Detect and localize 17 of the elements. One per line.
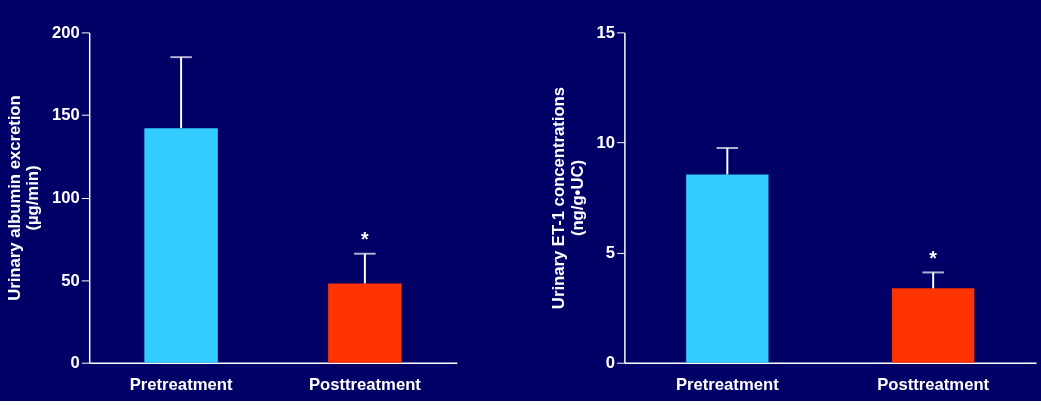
x-tick-label: Pretreatment — [675, 374, 780, 394]
y-tick-label: 0 — [605, 353, 616, 373]
y-tick-label: 50 — [61, 270, 80, 290]
y-axis-title: Urinary ET-1 concentrations (ng/g•UC) — [549, 86, 587, 310]
annotation: * — [361, 227, 370, 250]
y-tick-label: 10 — [596, 132, 616, 152]
x-tick-label: Posttreatment — [877, 374, 990, 394]
x-tick-label: Pretreatment — [129, 374, 233, 394]
y-tick-label: 100 — [52, 187, 80, 207]
y-tick-label: 5 — [605, 243, 616, 263]
x-tick-label: Posttreatment — [308, 374, 422, 394]
y-tick-label: 15 — [596, 22, 616, 42]
y-tick-label: 0 — [70, 353, 80, 373]
y-tick-label: 200 — [52, 22, 80, 42]
y-tick-label: 150 — [52, 105, 80, 125]
annotation: * — [929, 246, 938, 269]
y-axis-title: Urinary albumin excretion (µg/min) — [4, 95, 43, 301]
